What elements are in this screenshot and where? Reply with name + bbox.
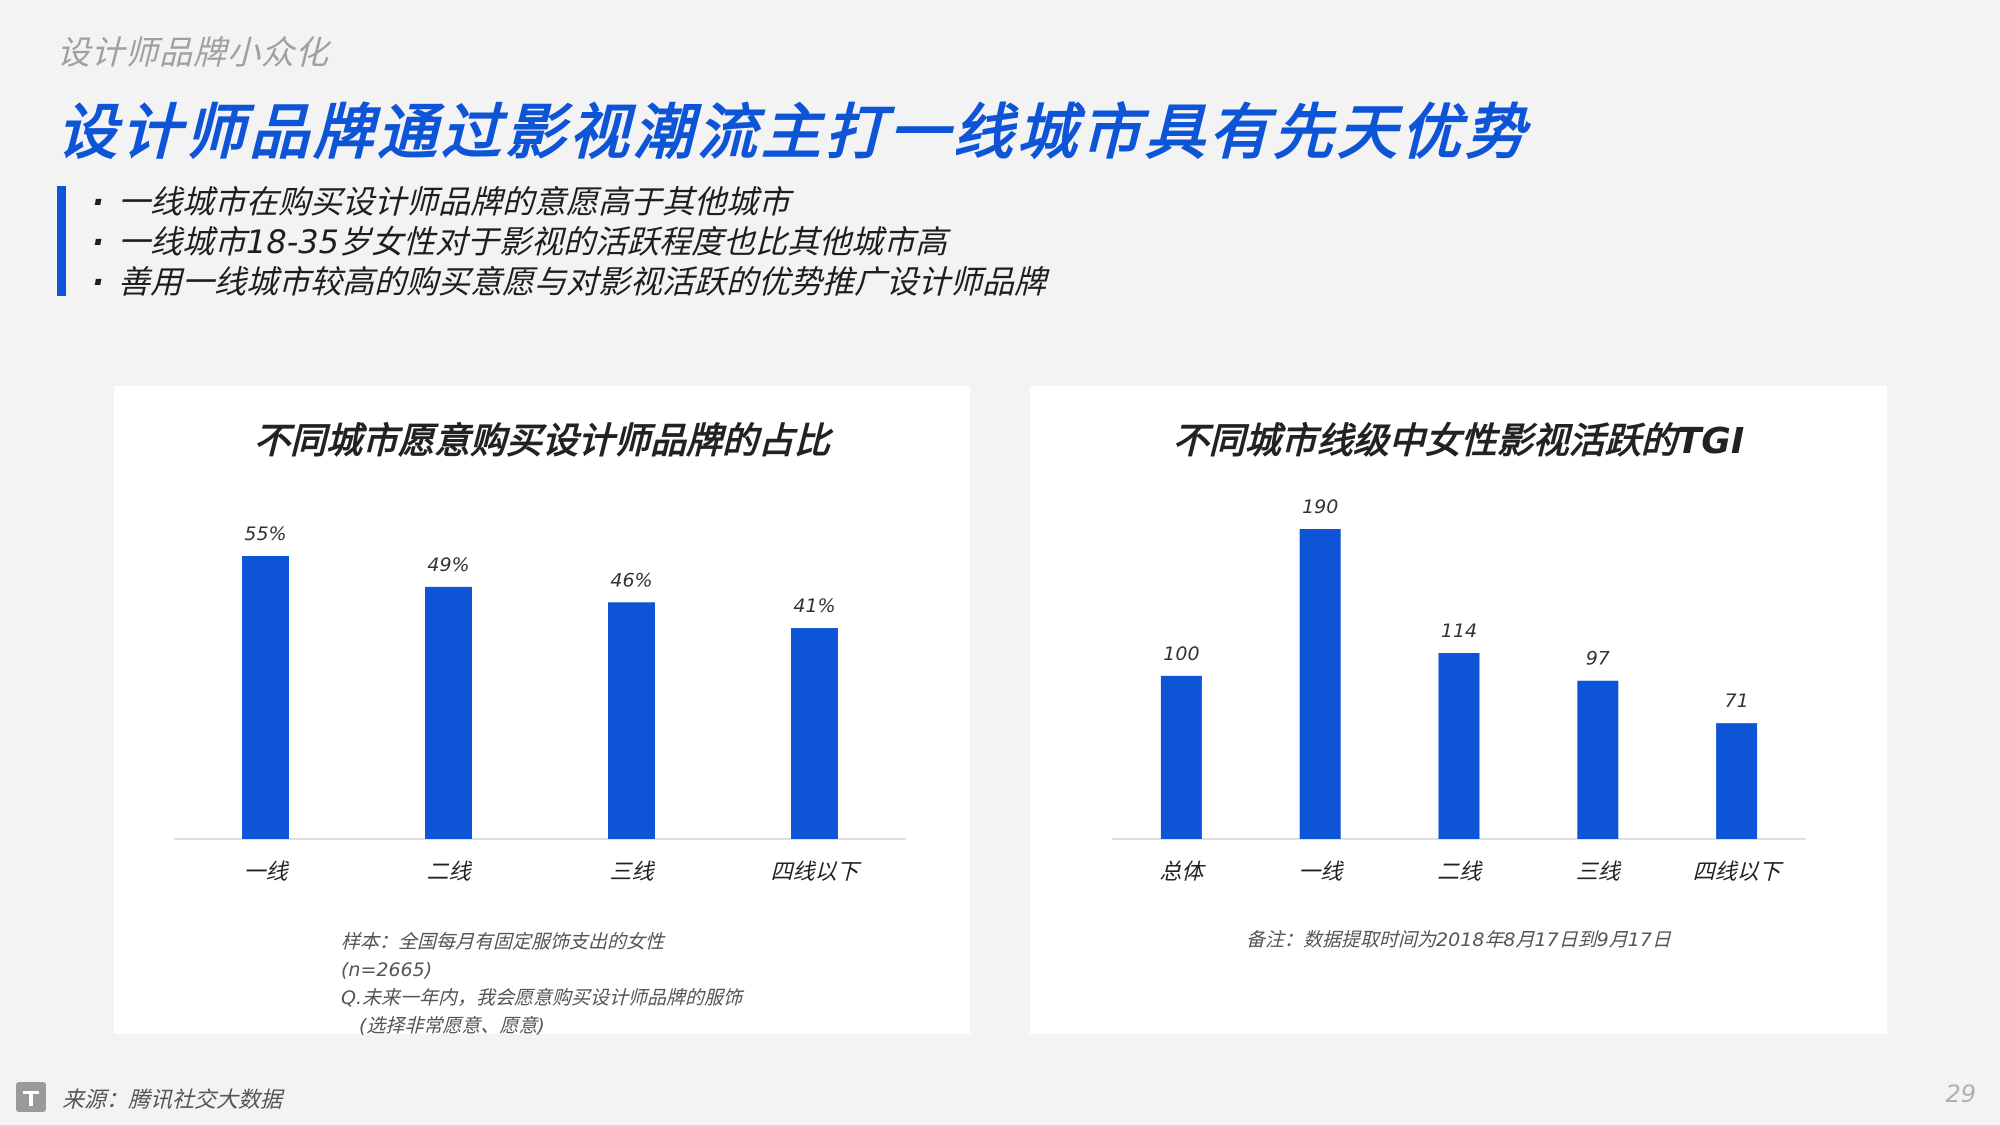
bullet-item: · 一线城市在购买设计师品牌的意愿高于其他城市 xyxy=(92,182,1046,222)
bar xyxy=(242,556,289,839)
bar xyxy=(791,628,838,839)
bullet-text: 一线城市18-35岁女性对于影视的活跃程度也比其他城市高 xyxy=(118,223,947,261)
bar xyxy=(608,602,655,839)
bar xyxy=(1160,675,1202,839)
bullet-text: 善用一线城市较高的购买意愿与对影视活跃的优势推广设计师品牌 xyxy=(118,263,1047,301)
bar xyxy=(1438,653,1480,839)
bullet-dot: · xyxy=(92,183,105,221)
bar xyxy=(1299,529,1341,839)
chart-title: 不同城市线级中女性影视活跃的TGI xyxy=(1172,421,1745,462)
bullet-list: · 一线城市在购买设计师品牌的意愿高于其他城市 · 一线城市18-35岁女性对于影视… xyxy=(92,182,1046,302)
bar xyxy=(425,586,472,839)
note-line: 样本：全国每月有固定服饰支出的女性 xyxy=(341,931,665,953)
bullet-item: · 善用一线城市较高的购买意愿与对影视活跃的优势推广设计师品牌 xyxy=(92,262,1046,302)
data-label: 190 xyxy=(1302,496,1338,518)
chart-card-purchase-intent: 不同城市愿意购买设计师品牌的占比 55% 一线 49% 二线 46% 三线 41% 四线以下 … xyxy=(114,386,970,1037)
page-headline: 设计师品牌通过影视潮流主打一线城市具有先天优势 xyxy=(57,98,1529,168)
data-label: 49% xyxy=(427,554,469,576)
section-subtitle: 设计师品牌小众化 xyxy=(57,33,329,72)
x-tick-label: 四线以下 xyxy=(1693,860,1785,885)
x-tick-label: 一线 xyxy=(243,860,289,885)
bullet-dot: · xyxy=(92,223,105,261)
bullet-item: · 一线城市18-35岁女性对于影视的活跃程度也比其他城市高 xyxy=(92,222,1046,262)
data-period-note: 备注：数据提取时间为2018年8月17日到9月17日 xyxy=(1246,929,1671,951)
tencent-logo-icon xyxy=(16,1082,46,1112)
bullet-text: 一线城市在购买设计师品牌的意愿高于其他城市 xyxy=(118,183,791,221)
x-tick-label: 四线以下 xyxy=(770,860,862,885)
source-note: 来源：腾讯社交大数据 xyxy=(62,1088,283,1113)
x-tick-label: 二线 xyxy=(426,860,472,885)
chart-title: 不同城市愿意购买设计师品牌的占比 xyxy=(253,421,830,462)
data-label: 55% xyxy=(244,523,286,545)
x-tick-label: 一线 xyxy=(1298,860,1344,885)
chart-card-tgi: 不同城市线级中女性影视活跃的TGI 100 总体 190 一线 114 二线 97 三线 71 四… xyxy=(1030,386,1887,1034)
bar-chart-purchase-intent: 55% 一线 49% 二线 46% 三线 41% 四线以下 xyxy=(174,523,906,885)
bar xyxy=(1577,680,1619,839)
bullet-accent-bar xyxy=(57,186,66,296)
note-line: (n=2665) xyxy=(341,959,433,981)
data-label: 41% xyxy=(793,595,835,617)
note-line: (选择非常愿意、愿意) xyxy=(359,1015,545,1037)
bar xyxy=(1716,723,1758,839)
sample-note: 样本：全国每月有固定服饰支出的女性 (n=2665) Q.未来一年内，我会愿意购… xyxy=(341,928,901,1040)
data-label: 71 xyxy=(1725,690,1749,712)
data-label: 100 xyxy=(1163,643,1199,665)
x-tick-label: 二线 xyxy=(1437,860,1483,885)
x-tick-label: 三线 xyxy=(1576,860,1622,885)
data-label: 97 xyxy=(1586,648,1610,670)
bullet-dot: · xyxy=(92,263,105,301)
x-tick-label: 总体 xyxy=(1159,860,1206,885)
data-label: 114 xyxy=(1441,620,1477,642)
x-tick-label: 三线 xyxy=(609,860,655,885)
data-label: 46% xyxy=(610,569,652,591)
bar-chart-tgi: 100 总体 190 一线 114 二线 97 三线 71 四线以下 xyxy=(1112,496,1806,885)
page-number: 29 xyxy=(1945,1080,1976,1108)
note-line: Q.未来一年内，我会愿意购买设计师品牌的服饰 xyxy=(341,987,742,1009)
